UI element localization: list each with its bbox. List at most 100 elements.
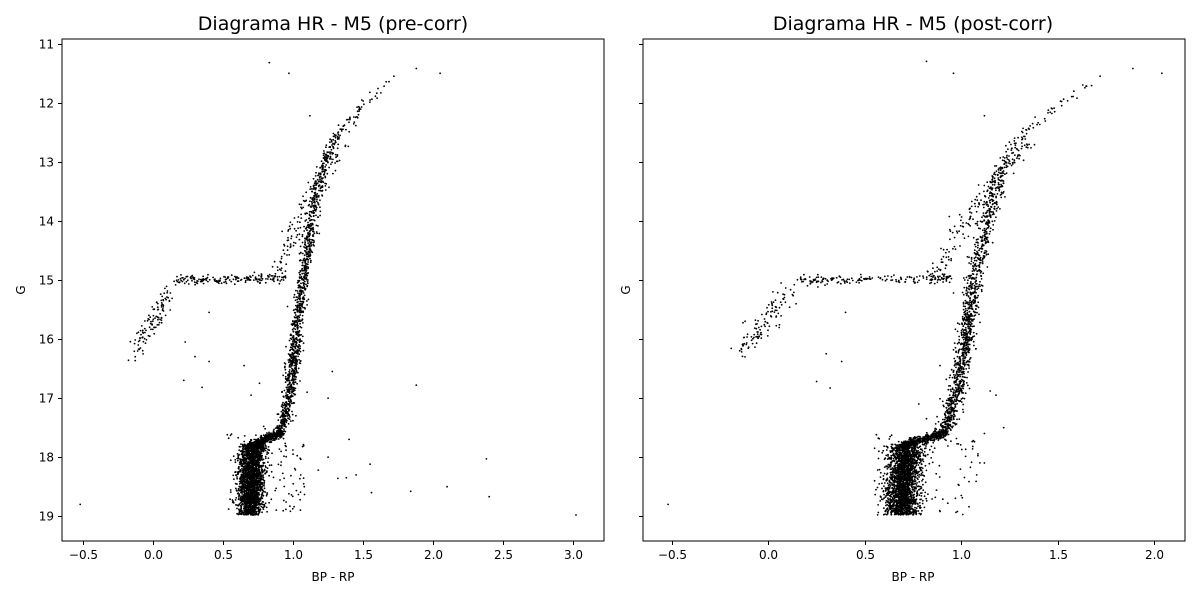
star-point (322, 181, 325, 184)
star-point (328, 158, 331, 160)
star-point (309, 254, 312, 256)
star-point (300, 289, 303, 292)
star-point (249, 471, 252, 474)
star-point (252, 444, 255, 447)
star-point (247, 483, 250, 486)
star-point (325, 144, 328, 147)
star-point (184, 341, 187, 343)
star-point (271, 439, 274, 441)
star-point (244, 279, 247, 282)
star-point (268, 474, 270, 477)
star-point (299, 245, 302, 248)
star-point (319, 199, 321, 202)
star-point (301, 267, 304, 270)
star-point (142, 353, 145, 355)
star-point (253, 458, 256, 461)
star-point (357, 105, 360, 108)
star-point (257, 514, 260, 516)
star-point (295, 229, 297, 232)
star-point (299, 360, 302, 363)
star-point (330, 140, 333, 143)
star-point (230, 433, 233, 435)
star-point (143, 327, 146, 330)
star-point (952, 72, 955, 75)
star-point (300, 293, 303, 296)
star-point (213, 279, 216, 282)
star-point (258, 468, 261, 471)
star-point (279, 436, 282, 439)
star-point (303, 243, 306, 246)
star-point (306, 235, 308, 238)
star-point (337, 477, 339, 480)
star-point (315, 182, 317, 185)
star-point (337, 133, 340, 136)
star-point (1002, 156, 1005, 158)
star-point (273, 433, 276, 436)
star-point (256, 480, 259, 482)
star-point (979, 280, 981, 283)
star-point (1099, 75, 1101, 78)
star-point (254, 474, 257, 476)
star-point (262, 508, 265, 510)
star-point (254, 441, 257, 444)
star-point (288, 369, 291, 371)
star-point (277, 434, 280, 436)
star-point (232, 278, 235, 281)
star-point (306, 300, 308, 302)
star-point (134, 359, 137, 362)
star-point (330, 163, 332, 166)
star-point (311, 211, 313, 214)
star-point (953, 373, 955, 376)
star-point (956, 355, 959, 358)
star-point (294, 328, 297, 331)
star-point (320, 190, 323, 192)
star-point (313, 198, 316, 201)
star-point (312, 243, 315, 246)
star-point (1021, 131, 1024, 134)
star-point (268, 449, 271, 452)
star-point (299, 274, 302, 276)
star-point (289, 510, 292, 513)
hr-diagram-pre-corr-panel: Diagrama HR - M5 (pre-corr) BP - RP G −0… (14, 13, 605, 584)
star-point (318, 172, 320, 175)
star-point (295, 350, 298, 352)
star-point (280, 267, 283, 270)
star-point (282, 395, 285, 398)
star-point (294, 242, 297, 245)
star-point (252, 500, 255, 502)
star-point (290, 359, 293, 362)
star-point (321, 162, 324, 165)
star-point (299, 322, 301, 325)
star-point (1003, 163, 1005, 166)
star-point (257, 483, 259, 486)
star-point (295, 289, 297, 292)
star-point (247, 450, 250, 452)
star-point (282, 434, 285, 436)
star-point (257, 458, 260, 461)
star-point (256, 487, 259, 489)
star-point (321, 170, 324, 173)
star-point (297, 315, 300, 317)
star-point (286, 395, 289, 398)
star-point (240, 511, 243, 513)
star-point (234, 499, 237, 501)
star-point (280, 436, 283, 438)
star-point (313, 207, 316, 210)
star-point (284, 414, 287, 417)
star-point (157, 318, 159, 321)
star-point (247, 482, 250, 485)
star-point (309, 219, 311, 222)
star-point (287, 422, 290, 425)
star-point (243, 452, 245, 454)
star-point (348, 121, 350, 124)
star-point (261, 500, 264, 503)
star-point (1053, 110, 1056, 113)
star-point (305, 251, 307, 254)
star-point (250, 440, 252, 442)
star-point (287, 377, 289, 380)
star-point (951, 376, 954, 379)
star-point (248, 462, 250, 465)
star-point (241, 485, 244, 488)
star-point (286, 245, 289, 248)
star-point (229, 459, 232, 462)
